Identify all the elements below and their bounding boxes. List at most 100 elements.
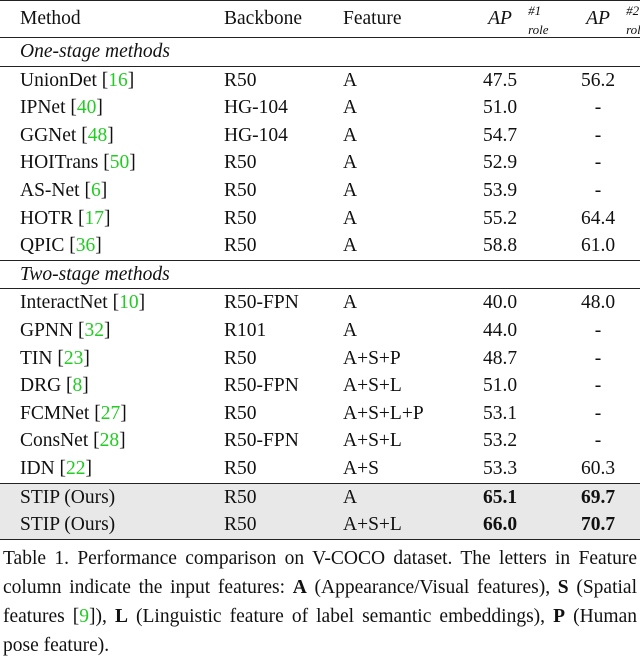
citation: 8 [72, 375, 83, 397]
method-cell: InteractNet [10] [20, 292, 145, 314]
ap2-cell: - [594, 124, 602, 146]
method-text: DRG [ [20, 375, 73, 397]
method-text: ] [96, 97, 103, 119]
method-text: InteractNet [ [20, 292, 120, 314]
citation: 36 [75, 235, 96, 257]
caption-text: Table 1. Performance comparison on V-COC… [3, 548, 637, 598]
section-row: One-stage methods [0, 38, 640, 66]
method-cell: HOTR [17] [20, 208, 110, 230]
header-cell: AP #1 role [488, 3, 548, 37]
backbone-cell: R50 [224, 207, 257, 229]
ap1-cell: 65.1 [482, 486, 518, 508]
table-row: DRG [8] R50-FPN A+S+L 51.0 - [0, 372, 640, 400]
method-cell: GGNet [48] [20, 125, 114, 147]
backbone-cell: R50-FPN [224, 292, 299, 314]
method-text: ] [83, 347, 90, 369]
ap1-cell: 44.0 [482, 319, 518, 341]
ap2-cell: 48.0 [580, 292, 616, 314]
ap1-cell: 66.0 [482, 514, 518, 536]
ap2-cell: 70.7 [580, 514, 616, 536]
table-row: HOITrans [50] R50 A 52.9 - [0, 149, 640, 177]
feature-cell: A [343, 124, 358, 146]
table-row: ConsNet [28] R50-FPN A+S+L 53.2 - [0, 427, 640, 455]
table-row: HOTR [17] R50 A 55.2 64.4 [0, 205, 640, 233]
header-row: Method Backbone Feature AP #1 role AP #2 rol… [0, 1, 640, 37]
ap2-cell: - [594, 347, 602, 369]
backbone-cell: R50 [224, 514, 257, 536]
ap2-cell: - [594, 152, 602, 174]
method-text: ] [85, 457, 93, 479]
method-cell: UnionDet [16] [20, 70, 134, 92]
method-text: UnionDet [ [20, 69, 109, 91]
section-title: Two-stage methods [20, 263, 170, 285]
ap1-cell: 55.2 [482, 207, 518, 229]
feature-cell: A [343, 207, 358, 229]
header-cell: Method [20, 8, 81, 29]
ap2-cell: - [594, 430, 602, 452]
feature-cell: A+S+L [343, 430, 402, 452]
method-text: ConsNet [ [20, 430, 100, 452]
caption: Table 1. Performance comparison on V-COC… [3, 544, 637, 660]
ap2-cell: - [594, 375, 602, 397]
rule [0, 37, 640, 38]
citation: 27 [100, 402, 121, 424]
method-text: TIN [ [20, 347, 64, 369]
table-row: IDN [22] R50 A+S 53.3 60.3 [0, 455, 640, 483]
citation: 23 [63, 347, 84, 369]
feature-cell: A+S+P [343, 347, 401, 369]
caption-text: ]), [89, 606, 115, 627]
method-cell: IPNet [40] [20, 97, 103, 119]
method-text: FCMNet [ [20, 402, 101, 424]
backbone-cell: R50 [224, 457, 257, 479]
backbone-cell: R50 [224, 152, 257, 174]
table-row: UnionDet [16] R50 A 47.5 56.2 [0, 67, 640, 95]
ap2-cell: 61.0 [580, 235, 616, 257]
rule [0, 288, 640, 290]
table-row: TIN [23] R50 A+S+P 48.7 - [0, 345, 640, 373]
method-text: ] [100, 179, 108, 201]
citation: 10 [119, 292, 139, 314]
backbone-cell: R50 [224, 486, 257, 508]
ap1-cell: 53.3 [482, 457, 518, 479]
feature-cell: A [343, 235, 358, 257]
ap1-cell: 54.7 [482, 124, 518, 146]
citation: 50 [109, 152, 130, 174]
feature-cell: A+S+L+P [343, 402, 424, 424]
backbone-cell: R50-FPN [224, 375, 299, 397]
feature-cell: A+S+L [343, 514, 402, 536]
method-text: HOTR [ [20, 207, 85, 229]
feature-cell: A [343, 292, 358, 314]
method-text: ] [107, 124, 114, 146]
table-row: STIP (Ours) R50 A 65.1 69.7 [0, 483, 640, 512]
header-cell: AP #2 role [586, 3, 640, 37]
feature-cell: A [343, 97, 358, 119]
bottom-rule [0, 538, 640, 540]
method-text: ] [129, 152, 136, 174]
ap2-cell: - [594, 179, 602, 201]
citation: 48 [87, 124, 108, 146]
ap2-cell: 64.4 [580, 207, 616, 229]
ap1-cell: 53.2 [482, 430, 518, 452]
header-cell: Backbone [224, 8, 302, 29]
method-text: ] [82, 375, 89, 397]
feature-cell: A [343, 319, 358, 341]
backbone-cell: HG-104 [224, 97, 288, 119]
table-row: STIP (Ours) R50 A+S+L 66.0 70.7 [0, 511, 640, 539]
backbone-cell: R101 [224, 319, 267, 341]
ap2-cell: - [594, 319, 602, 341]
caption-text: (Human pose feature). [3, 606, 637, 656]
ap1-cell: 47.5 [482, 69, 518, 91]
ap2-cell: - [594, 97, 602, 119]
table-body: One-stage methods UnionDet [16] R50 A 47.5 56… [0, 37, 640, 540]
backbone-cell: R50 [224, 69, 257, 91]
ap2-cell: - [594, 402, 602, 424]
feature-cell: A [343, 179, 358, 201]
method-text: STIP (Ours) [20, 486, 116, 508]
method-cell: GPNN [32] [20, 320, 110, 342]
citation: 28 [99, 430, 120, 452]
ap1-cell: 53.9 [482, 179, 518, 201]
method-text: ] [103, 319, 111, 341]
caption-text: (Linguistic feature of label semantic em… [127, 606, 554, 627]
header-sub: role [626, 22, 640, 37]
method-cell: AS-Net [6] [20, 180, 107, 202]
